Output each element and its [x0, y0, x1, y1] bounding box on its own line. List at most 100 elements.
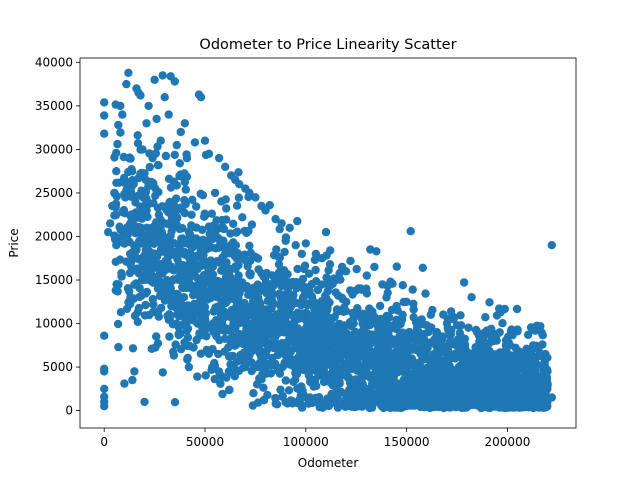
scatter-point: [426, 310, 435, 319]
scatter-point: [249, 389, 258, 398]
scatter-point: [503, 362, 512, 372]
scatter-point: [499, 354, 508, 363]
scatter-point: [402, 297, 411, 306]
scatter-point: [452, 321, 462, 330]
y-tick-label: 25000: [35, 186, 73, 200]
scatter-point: [136, 91, 145, 100]
scatter-point: [124, 68, 133, 78]
scatter-point: [523, 362, 532, 372]
scatter-point: [305, 393, 315, 402]
scatter-point: [513, 325, 522, 334]
scatter-point: [100, 392, 109, 401]
scatter-point: [158, 71, 167, 80]
scatter-point: [128, 375, 137, 385]
scatter-point: [261, 206, 270, 215]
y-tick-label: 15000: [35, 273, 73, 287]
scatter-point: [398, 310, 407, 319]
scatter-point: [432, 328, 442, 337]
scatter-point: [412, 319, 421, 328]
scatter-point: [148, 153, 157, 163]
scatter-point: [547, 393, 556, 402]
scatter-point: [118, 110, 127, 119]
scatter-point: [142, 119, 151, 128]
scatter-point: [479, 358, 488, 367]
scatter-point: [301, 239, 310, 248]
y-tick-label: 35000: [35, 99, 73, 113]
scatter-point: [106, 219, 115, 228]
scatter-point: [281, 236, 290, 245]
scatter-point: [392, 301, 401, 311]
scatter-point: [140, 397, 149, 407]
scatter-point: [180, 119, 189, 128]
scatter-point: [138, 145, 147, 154]
scatter-point: [176, 127, 185, 137]
scatter-point: [114, 120, 123, 130]
scatter-point: [214, 153, 224, 163]
scatter-point: [378, 280, 387, 289]
y-tick-label: 20000: [35, 229, 73, 243]
scatter-point: [170, 77, 179, 86]
scatter-point: [100, 331, 109, 340]
dense-cloud: [110, 100, 552, 413]
scatter-point: [418, 263, 427, 272]
x-axis-label: Odometer: [298, 456, 359, 470]
data-points: [100, 68, 556, 411]
scatter-point: [116, 101, 125, 111]
scatter-point: [297, 249, 306, 259]
scatter-point: [184, 362, 194, 372]
x-tick-label: 200000: [485, 435, 531, 449]
scatter-point: [483, 371, 492, 380]
scatter-point: [462, 362, 472, 372]
scatter-point: [100, 111, 109, 120]
scatter-point: [235, 180, 244, 189]
scatter-point: [122, 79, 131, 89]
scatter-point: [190, 138, 200, 147]
x-tick-label: 50000: [186, 435, 224, 449]
scatter-point: [352, 286, 361, 295]
scatter-point: [245, 188, 254, 198]
x-tick-label: 100000: [283, 435, 329, 449]
scatter-point: [221, 162, 230, 171]
scatter-point: [251, 193, 260, 202]
scatter-point: [547, 241, 556, 250]
scatter-point: [362, 284, 371, 293]
scatter-point: [311, 249, 321, 259]
y-tick-label: 30000: [35, 142, 73, 156]
scatter-point: [382, 293, 391, 302]
scatter-point: [317, 254, 327, 263]
scatter-point: [285, 223, 294, 232]
scatter-point: [160, 93, 169, 102]
scatter-point: [112, 241, 121, 250]
scatter-point: [341, 267, 351, 276]
scatter-point: [321, 227, 331, 237]
scatter-point: [112, 167, 121, 176]
scatter-point: [487, 324, 496, 333]
scatter-point: [533, 375, 542, 385]
scatter-point: [473, 328, 482, 337]
scatter-point: [442, 319, 452, 328]
scatter-point: [406, 227, 415, 236]
scatter-point: [422, 321, 431, 330]
scatter-point: [519, 375, 528, 385]
scatter-point: [130, 367, 139, 376]
scatter-point: [438, 332, 448, 341]
scatter-point: [164, 110, 173, 119]
scatter-point: [182, 153, 192, 163]
scatter-point: [110, 188, 119, 198]
scatter-point: [372, 247, 381, 256]
scatter-point: [467, 349, 476, 359]
chart-title: Odometer to Price Linearity Scatter: [199, 37, 456, 53]
x-tick-label: 0: [100, 435, 108, 449]
scatter-point: [100, 364, 109, 373]
scatter-point: [507, 325, 516, 334]
scatter-point: [104, 227, 113, 237]
scatter-point: [331, 275, 341, 285]
scatter-point: [100, 129, 109, 138]
scatter-point: [120, 379, 129, 388]
scatter-point: [156, 136, 165, 145]
scatter-point: [144, 101, 153, 111]
y-tick-label: 0: [65, 404, 73, 418]
scatter-point: [277, 219, 286, 228]
scatter-point: [493, 329, 502, 339]
